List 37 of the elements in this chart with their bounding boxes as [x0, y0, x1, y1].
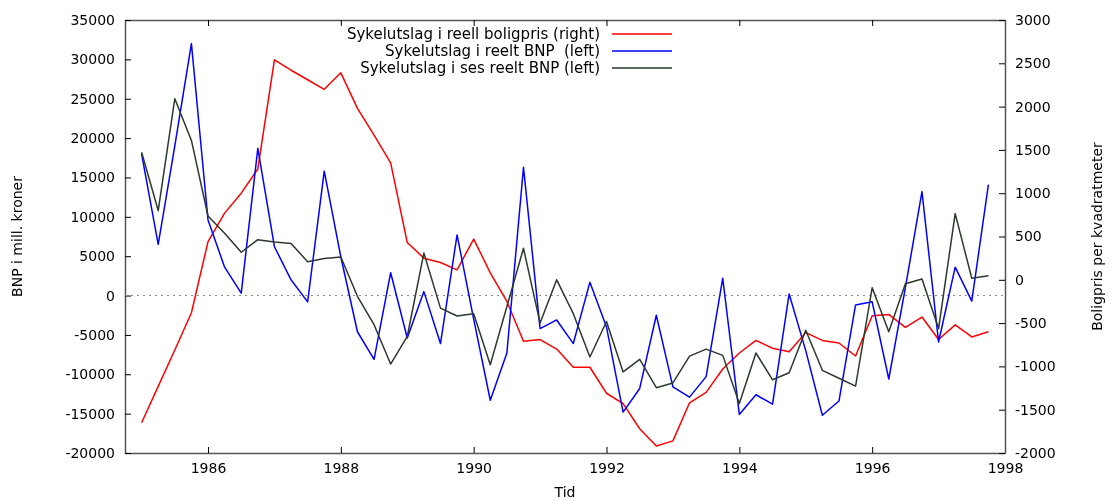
y-tick-label: 20000: [70, 130, 115, 147]
y-tick-label: 5000: [79, 248, 115, 265]
y2-tick-label: 1000: [1015, 185, 1051, 202]
y-axis-title: BNP i mill. kroner: [9, 175, 25, 297]
legend-label: Sykelutslag i ses reelt BNP (left): [360, 59, 600, 77]
x-axis-title: Tid: [553, 484, 576, 500]
x-tick-label: 1986: [190, 459, 227, 476]
line-series: [140, 97, 990, 405]
y-tick-label: 30000: [70, 51, 115, 68]
y-tick-label: 0: [106, 287, 115, 304]
x-tick-label: 1996: [854, 459, 891, 476]
y-tick-label: 15000: [70, 169, 115, 186]
y-tick-label: 25000: [70, 90, 115, 107]
y2-tick-label: -1000: [1015, 358, 1056, 375]
y-tick-label: -10000: [65, 366, 115, 383]
y-tick-label: -20000: [65, 444, 115, 461]
x-tick-label: 1998: [987, 459, 1024, 476]
y2-tick-label: 500: [1015, 228, 1042, 245]
x-tick-label: 1992: [589, 459, 625, 476]
y2-tick-label: 2500: [1015, 55, 1051, 72]
y2-axis-title: Boligpris per kvadratmeter: [1089, 141, 1105, 331]
y-tick-label: -5000: [74, 326, 115, 343]
x-tick-label: 1990: [456, 459, 492, 476]
legend-label: Sykelutslag i reell boligpris (right): [346, 25, 600, 43]
y2-tick-label: 3000: [1015, 11, 1051, 28]
y2-tick-label: -1500: [1015, 401, 1056, 418]
y2-tick-label: 0: [1015, 271, 1024, 288]
y-tick-label: -15000: [65, 405, 115, 422]
y-tick-label: 10000: [70, 208, 115, 225]
y2-tick-label: -500: [1015, 315, 1047, 332]
x-tick-label: 1994: [722, 459, 758, 476]
y2-tick-label: 2000: [1015, 98, 1051, 115]
legend-label: Sykelutslag i reelt BNP (left): [385, 42, 600, 60]
y-tick-label: 35000: [70, 11, 115, 28]
y2-tick-label: -2000: [1015, 444, 1056, 461]
x-tick-label: 1988: [323, 459, 360, 476]
y2-tick-label: 1500: [1015, 141, 1051, 158]
